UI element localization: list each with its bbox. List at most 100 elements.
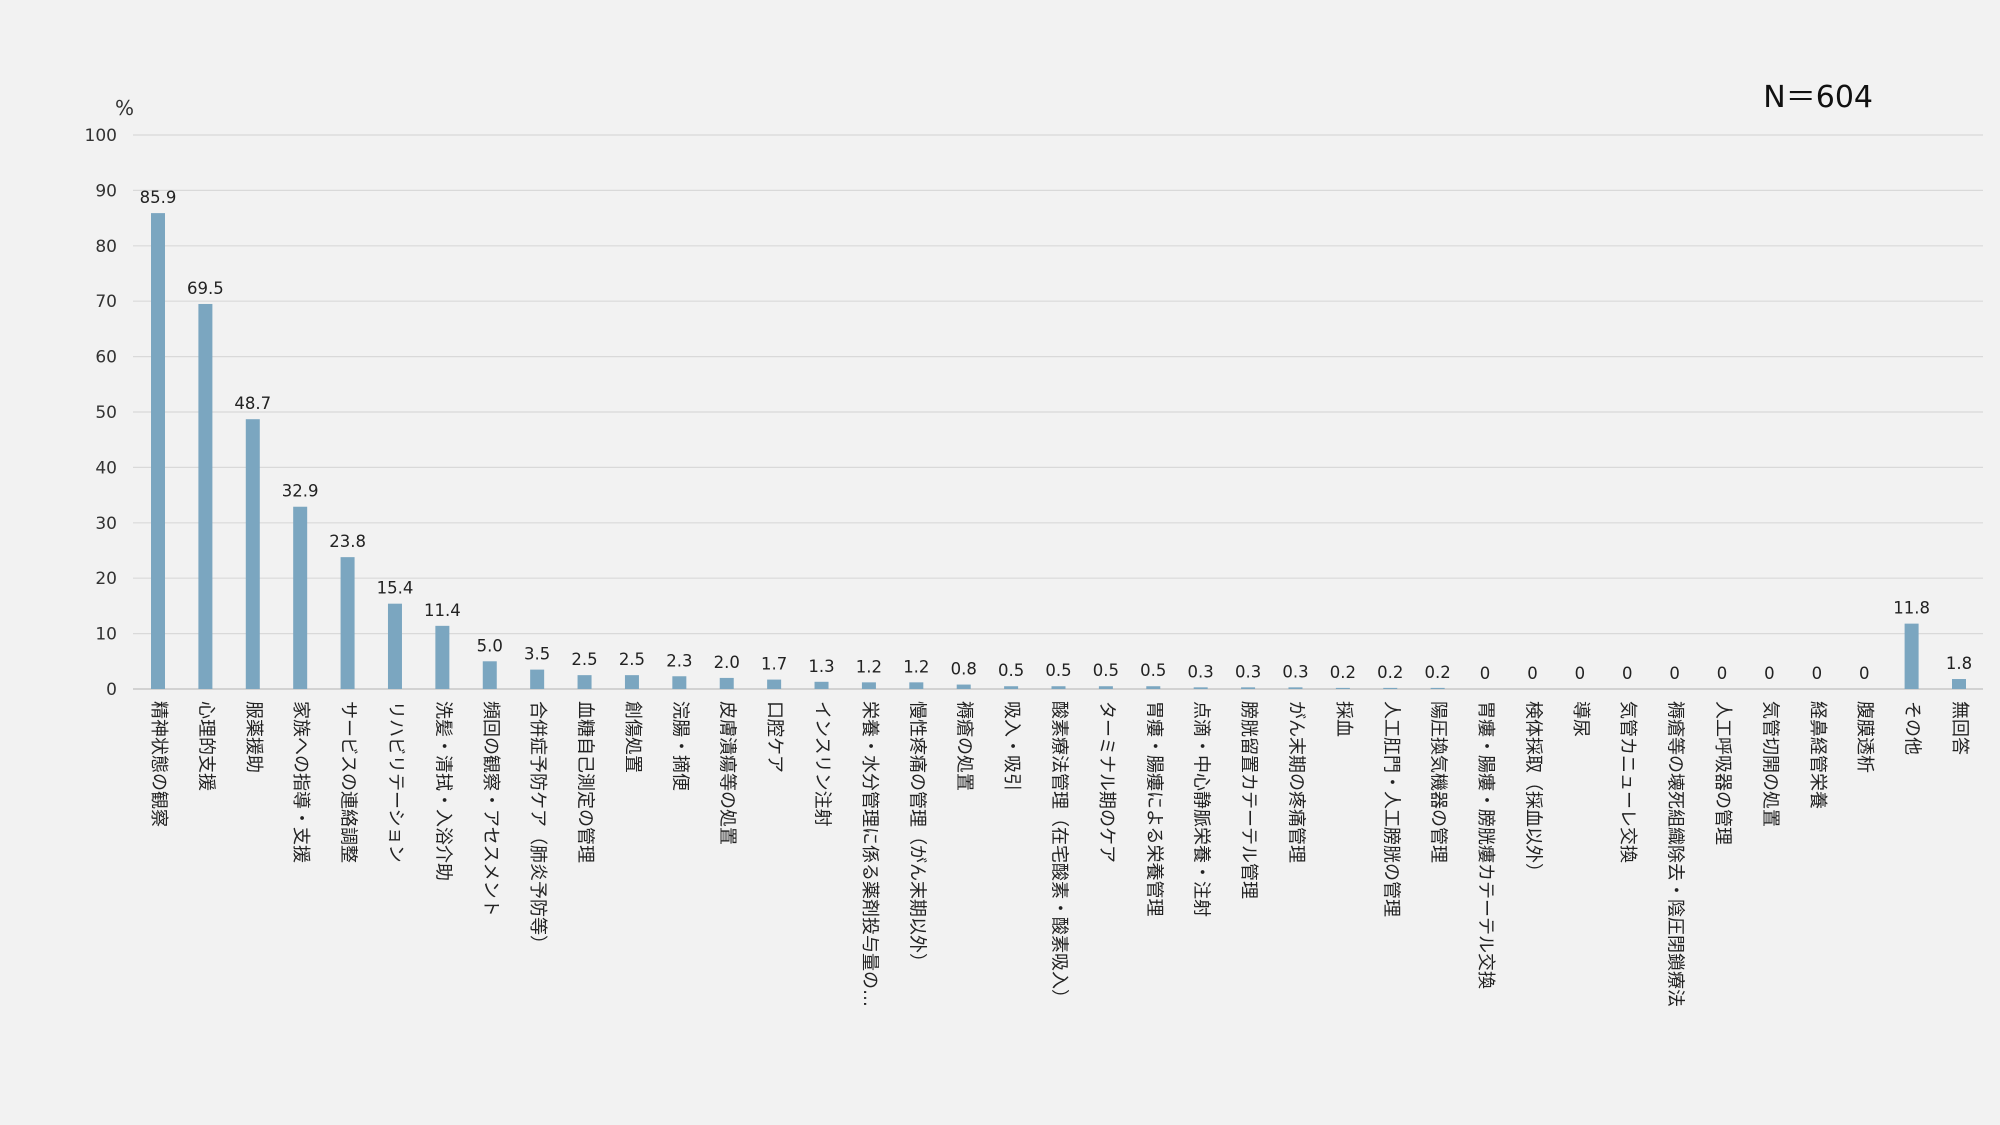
sample-size-label: N＝604 [1763,80,1873,115]
bar [1288,687,1303,689]
y-tick-label: 70 [95,292,117,312]
category-label: 点滴・中心静脈栄養・注射 [1191,701,1212,917]
category-label: 口腔ケア [764,701,785,773]
category-label: インスリン注射 [812,701,833,827]
data-label: 1.3 [808,657,834,676]
category-label: 経鼻経管栄養 [1807,701,1828,809]
category-label: 胃瘻・腸瘻による栄養管理 [1143,701,1164,916]
data-label: 0 [1575,664,1586,683]
data-label: 2.5 [619,650,645,669]
category-label: サービスの連絡調整 [338,701,359,863]
data-label: 2.3 [666,651,692,670]
data-label: 23.8 [329,532,366,551]
category-label: 血糖自己測定の管理 [575,701,596,863]
category-label: 陽圧換気機器の管理 [1428,701,1449,863]
bar [1241,687,1256,689]
category-label: 吸入・吸引 [1001,701,1022,791]
bar [719,677,734,689]
bar [387,603,402,689]
category-label: 膀胱留置カテーテル管理 [1238,701,1259,899]
bar [814,681,829,689]
data-label: 3.5 [524,645,550,664]
data-label: 15.4 [377,579,414,598]
bar [482,661,497,689]
bar [909,682,924,689]
category-label: 家族への指導・支援 [290,701,311,863]
data-label: 0.5 [1140,661,1166,680]
bar [767,679,782,689]
bar [1904,623,1919,689]
y-tick-label: 80 [95,237,117,257]
bar [1146,686,1161,689]
data-label: 48.7 [234,394,271,413]
data-label: 0.2 [1330,663,1356,682]
data-label: 11.4 [424,601,461,620]
data-label: 0 [1764,664,1775,683]
bar [861,682,876,689]
category-label: 服薬援助 [243,701,264,773]
y-tick-label: 10 [95,625,117,645]
category-label: 胃瘻・腸瘻・膀胱瘻カテーテル交換 [1475,701,1496,989]
data-label: 1.2 [903,657,929,676]
data-label: 0 [1859,664,1870,683]
bar [577,675,592,689]
bar [956,684,971,689]
data-label: 0 [1812,664,1823,683]
bar [672,676,687,689]
data-label: 0 [1527,664,1538,683]
bar [245,419,260,689]
data-label: 85.9 [140,188,177,207]
y-tick-label: 30 [95,514,117,534]
data-label: 32.9 [282,482,319,501]
bar [1004,686,1019,689]
y-axis-unit-label: % [115,96,135,120]
category-label: 導尿 [1570,701,1591,737]
bar [151,213,165,689]
data-label: 0 [1480,664,1491,683]
data-label: 1.2 [856,657,882,676]
category-label: リハビリテーション [385,701,406,863]
y-tick-label: 90 [95,181,117,201]
category-label: 酸素療法管理（在宅酸素・酸素吸入） [1049,701,1070,1007]
bar [1952,679,1966,689]
bar [1335,687,1350,689]
data-label: 1.8 [1946,654,1972,673]
category-label: 人工肛門・人工膀胱の管理 [1380,701,1401,917]
bar [435,625,450,689]
category-label: 気管カニューレ交換 [1617,701,1638,863]
data-label: 0.5 [1045,661,1071,680]
data-label: 11.8 [1893,599,1930,618]
data-label: 0.3 [1235,662,1261,681]
category-label: 慢性疼痛の管理（がん末期以外） [906,701,927,971]
bar [1430,687,1445,689]
category-label: 栄養・水分管理に係る薬剤投与量の… [859,701,880,1007]
category-label: 合併症予防ケア（肺炎予防等） [527,701,548,953]
bar [340,557,355,689]
data-label: 0.5 [998,661,1024,680]
category-label: がん末期の疼痛管理 [1285,701,1306,863]
bar [1098,686,1113,689]
data-label: 0.2 [1377,663,1403,682]
data-label: 2.5 [571,650,597,669]
y-tick-label: 60 [95,348,117,368]
category-label: 皮膚潰瘍等の処置 [717,701,738,845]
data-label: 1.7 [761,655,787,674]
data-label: 0.3 [1282,662,1308,681]
category-label: 褥瘡等の壊死組織除去・陰圧閉鎖療法 [1665,701,1686,1007]
category-label: 検体採取（採血以外） [1522,701,1543,881]
category-label: 洗髪・清拭・入浴介助 [432,701,454,881]
data-label: 0.2 [1425,663,1451,682]
bar [624,675,639,689]
category-label: 採血 [1333,701,1354,737]
category-label: 創傷処置 [622,701,643,773]
bar [530,669,545,689]
bar [293,506,308,689]
category-label: その他 [1902,701,1923,755]
y-tick-label: 40 [95,458,117,478]
category-label: 精神状態の観察 [148,701,169,827]
data-label: 0 [1669,664,1680,683]
data-label: 0 [1622,664,1633,683]
y-tick-label: 100 [85,126,117,146]
category-label: 浣腸・摘便 [669,701,690,791]
